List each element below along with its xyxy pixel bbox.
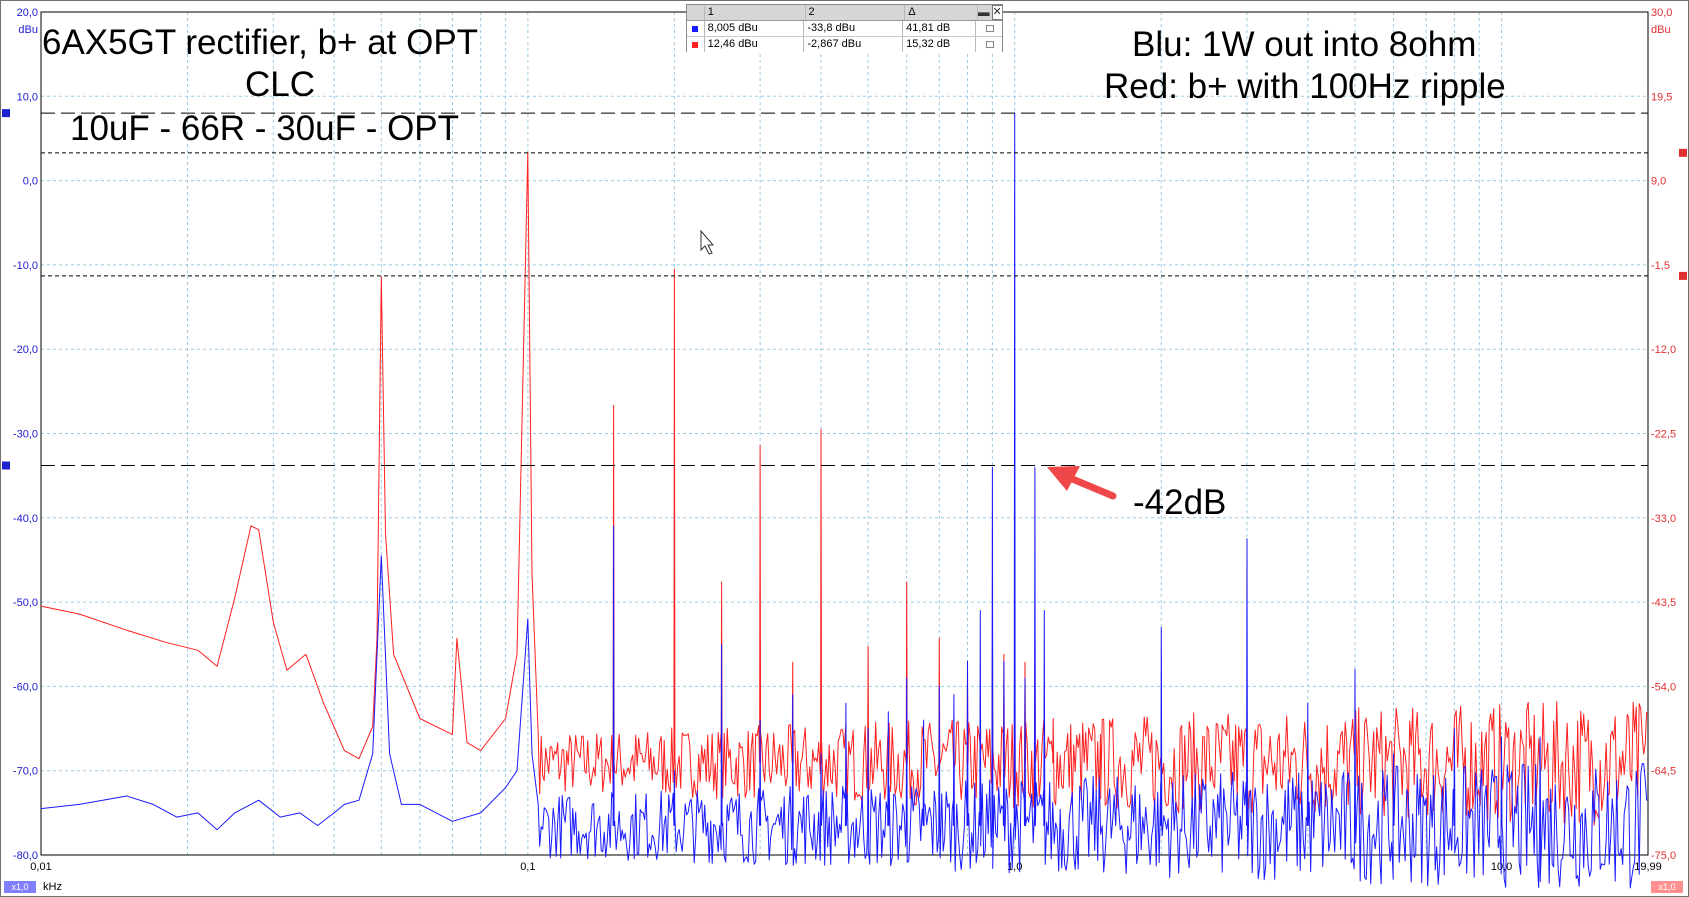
y-left-tick-label: -50,0 <box>13 597 38 609</box>
readout-header-cursor1: 1 <box>705 5 806 20</box>
chart-title-line2: CLC <box>245 65 316 104</box>
y-left-tick-label: 20,0 <box>17 7 38 19</box>
y-right-tick-label: 19,5 <box>1651 91 1672 103</box>
y-right-zoom-badge <box>1651 881 1683 893</box>
x-zoom-badge <box>4 881 36 893</box>
readout-header-spacer <box>687 5 705 20</box>
y-right-tick-label: 30,0 <box>1651 7 1672 19</box>
readout-row-blue[interactable]: 8,005 dBu -33,8 dBu 41,81 dB <box>687 21 1002 37</box>
lock-icon <box>986 41 995 48</box>
readout-red-cursor2: -2,867 dBu <box>804 37 904 52</box>
readout-blue-cursor2: -33,8 dBu <box>804 21 904 36</box>
y-left-tick-label: -80,0 <box>13 850 38 862</box>
chart-title-line3: 10uF - 66R - 30uF - OPT <box>70 109 460 148</box>
y-left-tick-label: -20,0 <box>13 344 38 356</box>
legend-line-red: Red: b+ with 100Hz ripple <box>1104 67 1506 106</box>
legend-line-blue: Blu: 1W out into 8ohm <box>1132 25 1477 64</box>
x-tick-label: 19,99 <box>1634 861 1662 873</box>
blue-series-trace <box>40 112 1648 889</box>
annotation-arrow-shaft <box>1066 474 1117 500</box>
y-left-tick-label: -10,0 <box>13 260 38 272</box>
x-tick-label: 1,0 <box>1007 861 1022 873</box>
annotation-arrow-head <box>1047 466 1080 491</box>
readout-red-lock[interactable] <box>976 37 1002 52</box>
y-right-tick-label: -43,5 <box>1651 597 1676 609</box>
red-series-trace <box>40 152 1648 826</box>
readout-header-delta: Δ <box>905 5 979 20</box>
x-tick-label: 0,01 <box>30 861 51 873</box>
y-left-tick-label: -70,0 <box>13 766 38 778</box>
lock-icon <box>986 25 995 32</box>
series-swatch-red <box>687 37 705 52</box>
series-swatch-blue <box>687 21 705 36</box>
y-left-tick-label: -60,0 <box>13 681 38 693</box>
mouse-pointer-icon <box>700 229 715 255</box>
readout-blue-cursor1: 8,005 dBu <box>705 21 805 36</box>
cursor-handle-left <box>2 109 10 118</box>
y-right-tick-label: -12,0 <box>1651 344 1676 356</box>
x-axis-unit: kHz <box>43 881 62 893</box>
y-right-tick-label: -1,5 <box>1651 260 1670 272</box>
cursor-readout-panel[interactable]: 1 2 Δ ▬ ✕ 8,005 dBu -33,8 dBu 41,81 dB 1… <box>686 4 1003 52</box>
minimize-icon[interactable]: ▬ <box>978 5 990 19</box>
readout-header-cursor2: 2 <box>806 5 906 20</box>
y-left-unit: dBu <box>18 24 38 36</box>
y-left-tick-label: 0,0 <box>23 176 38 188</box>
readout-window-buttons: ▬ ✕ <box>978 5 1002 20</box>
y-left-tick-label: -30,0 <box>13 429 38 441</box>
y-right-tick-label: -54,0 <box>1651 681 1676 693</box>
y-right-tick-label: -64,5 <box>1651 766 1676 778</box>
y-left-tick-label: -40,0 <box>13 513 38 525</box>
y-right-unit: dBu <box>1651 24 1671 36</box>
chart-title-line1: 6AX5GT rectifier, b+ at OPT <box>42 23 479 62</box>
y-right-tick-label: -33,0 <box>1651 513 1676 525</box>
cursor-handle-right <box>1679 271 1687 280</box>
readout-red-delta: 15,32 dB <box>903 37 976 52</box>
x-tick-label: 0,1 <box>520 861 535 873</box>
blue-swatch-icon <box>692 25 699 32</box>
readout-red-cursor1: 12,46 dBu <box>705 37 805 52</box>
readout-blue-delta: 41,81 dB <box>903 21 976 36</box>
y-left-tick-label: 10,0 <box>17 91 38 103</box>
readout-header: 1 2 Δ ▬ ✕ <box>687 5 1002 21</box>
y-right-tick-label: -22,5 <box>1651 429 1676 441</box>
cursor-handle-left <box>2 461 10 470</box>
cursor-handle-right <box>1679 148 1687 157</box>
y-right-tick-label: -75,0 <box>1651 850 1676 862</box>
y-right-zoom-label: x1,0 <box>1658 882 1675 892</box>
arrow-label: -42dB <box>1133 483 1227 522</box>
red-swatch-icon <box>692 41 699 48</box>
readout-blue-lock[interactable] <box>976 21 1002 36</box>
y-right-tick-label: 9,0 <box>1651 176 1666 188</box>
readout-row-red[interactable]: 12,46 dBu -2,867 dBu 15,32 dB <box>687 37 1002 52</box>
x-zoom-label: x1,0 <box>11 882 28 892</box>
close-icon[interactable]: ✕ <box>991 5 1002 20</box>
